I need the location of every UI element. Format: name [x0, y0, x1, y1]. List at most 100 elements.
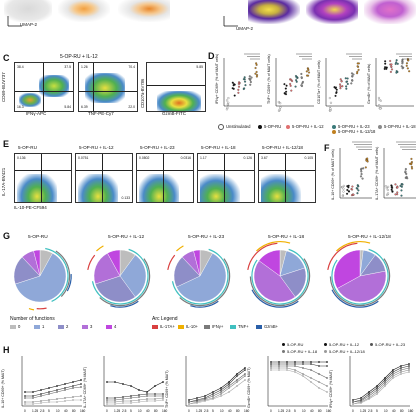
data-point — [362, 167, 365, 170]
panel-g-letter: G — [3, 231, 11, 241]
data-point — [318, 381, 320, 383]
legend-item: 5-OP-RU — [258, 124, 281, 129]
data-point — [392, 369, 394, 371]
data-point — [392, 377, 394, 379]
data-point — [196, 397, 198, 399]
tick-label: 80 — [72, 409, 76, 413]
panel-e-xaxis: IL-10-PE-CF594 — [14, 205, 47, 210]
pie-arc — [167, 254, 176, 270]
data-point — [386, 193, 389, 196]
data-point — [326, 365, 328, 367]
data-point — [389, 59, 392, 63]
quadrant-value: 0.0802 — [139, 156, 150, 160]
data-point — [333, 86, 336, 89]
legend-item: 1 — [34, 324, 44, 329]
data-point — [162, 399, 164, 401]
data-point — [401, 60, 404, 64]
panel-e-yaxis: IL-17A-BV421 — [1, 167, 6, 196]
tick-label: 1.25 — [196, 409, 202, 413]
data-point — [383, 67, 386, 70]
data-point — [400, 65, 403, 68]
data-point — [220, 393, 222, 395]
data-point — [350, 72, 354, 75]
tick-label: 2.5 — [204, 409, 209, 413]
data-point — [188, 403, 190, 405]
data-point — [356, 192, 359, 195]
tick-label: 5 — [376, 409, 378, 413]
data-point — [236, 379, 238, 381]
data-point — [346, 77, 349, 80]
legend-item: GzmB+ — [256, 324, 278, 329]
data-point — [64, 387, 66, 389]
data-point — [285, 90, 288, 93]
data-point — [254, 66, 257, 70]
data-point — [32, 391, 34, 393]
data-point — [408, 162, 411, 165]
quadrant-value: 6.39 — [81, 105, 88, 109]
data-point — [329, 101, 332, 104]
data-point — [226, 99, 229, 102]
panel-h-letter: H — [3, 345, 10, 355]
data-point — [392, 373, 394, 375]
series-line — [352, 369, 410, 405]
data-point — [244, 367, 246, 369]
data-point — [130, 402, 132, 404]
series-line — [25, 386, 82, 399]
tick-label: 160 — [244, 409, 250, 413]
tick-label: 0 — [188, 409, 190, 413]
data-point — [392, 371, 394, 373]
data-point — [360, 173, 363, 176]
pie-arc — [99, 258, 151, 307]
umap-a-axes — [7, 16, 22, 27]
data-point — [278, 361, 280, 363]
data-point — [130, 385, 132, 387]
panel-d-ylabel-1: IFNγ+ CD69+ (% of MAIT cells) — [215, 53, 219, 104]
data-point — [40, 389, 42, 391]
facs-plot-e4: 1.17 0.126 — [197, 153, 255, 203]
quadrant-value: 37.5 — [64, 65, 71, 69]
facs-c3-yaxis: CD107a-BV786 — [140, 78, 145, 108]
data-point — [277, 101, 280, 104]
data-point — [295, 79, 298, 82]
series-line — [188, 367, 246, 401]
panel-d-plots — [223, 53, 414, 112]
series-line — [107, 397, 164, 403]
series-line — [271, 369, 328, 393]
data-point — [310, 363, 312, 365]
data-point — [390, 188, 393, 191]
data-point — [399, 184, 402, 187]
data-point — [237, 82, 240, 85]
data-point — [138, 389, 140, 391]
data-point — [56, 389, 58, 391]
data-point — [64, 389, 66, 391]
data-point — [256, 74, 259, 77]
pie-slice — [93, 252, 121, 285]
legend-item: 5-OP-RU + IL-18 — [282, 349, 317, 354]
data-point — [307, 71, 311, 74]
series-line — [188, 375, 246, 405]
data-point — [392, 375, 394, 377]
data-point — [122, 396, 124, 398]
umap-b-2 — [306, 0, 358, 24]
data-point — [408, 367, 410, 369]
data-point — [405, 172, 408, 175]
tick-label: 1.25 — [114, 409, 120, 413]
data-point — [244, 373, 246, 375]
data-point — [326, 385, 328, 387]
data-point — [228, 383, 230, 385]
data-point — [368, 391, 370, 393]
data-point — [356, 70, 359, 73]
data-point — [250, 76, 253, 79]
series-line — [25, 395, 82, 403]
tick-label: 160 — [326, 409, 332, 413]
data-point — [347, 186, 350, 189]
data-point — [294, 85, 297, 88]
data-point — [228, 387, 230, 389]
pie-arc — [331, 289, 379, 308]
pie-arc — [327, 242, 358, 270]
umap-b-3 — [364, 0, 416, 24]
pie-arc — [110, 300, 139, 308]
data-point — [390, 184, 393, 187]
umap-b-1 — [248, 0, 300, 24]
data-point — [154, 385, 156, 387]
